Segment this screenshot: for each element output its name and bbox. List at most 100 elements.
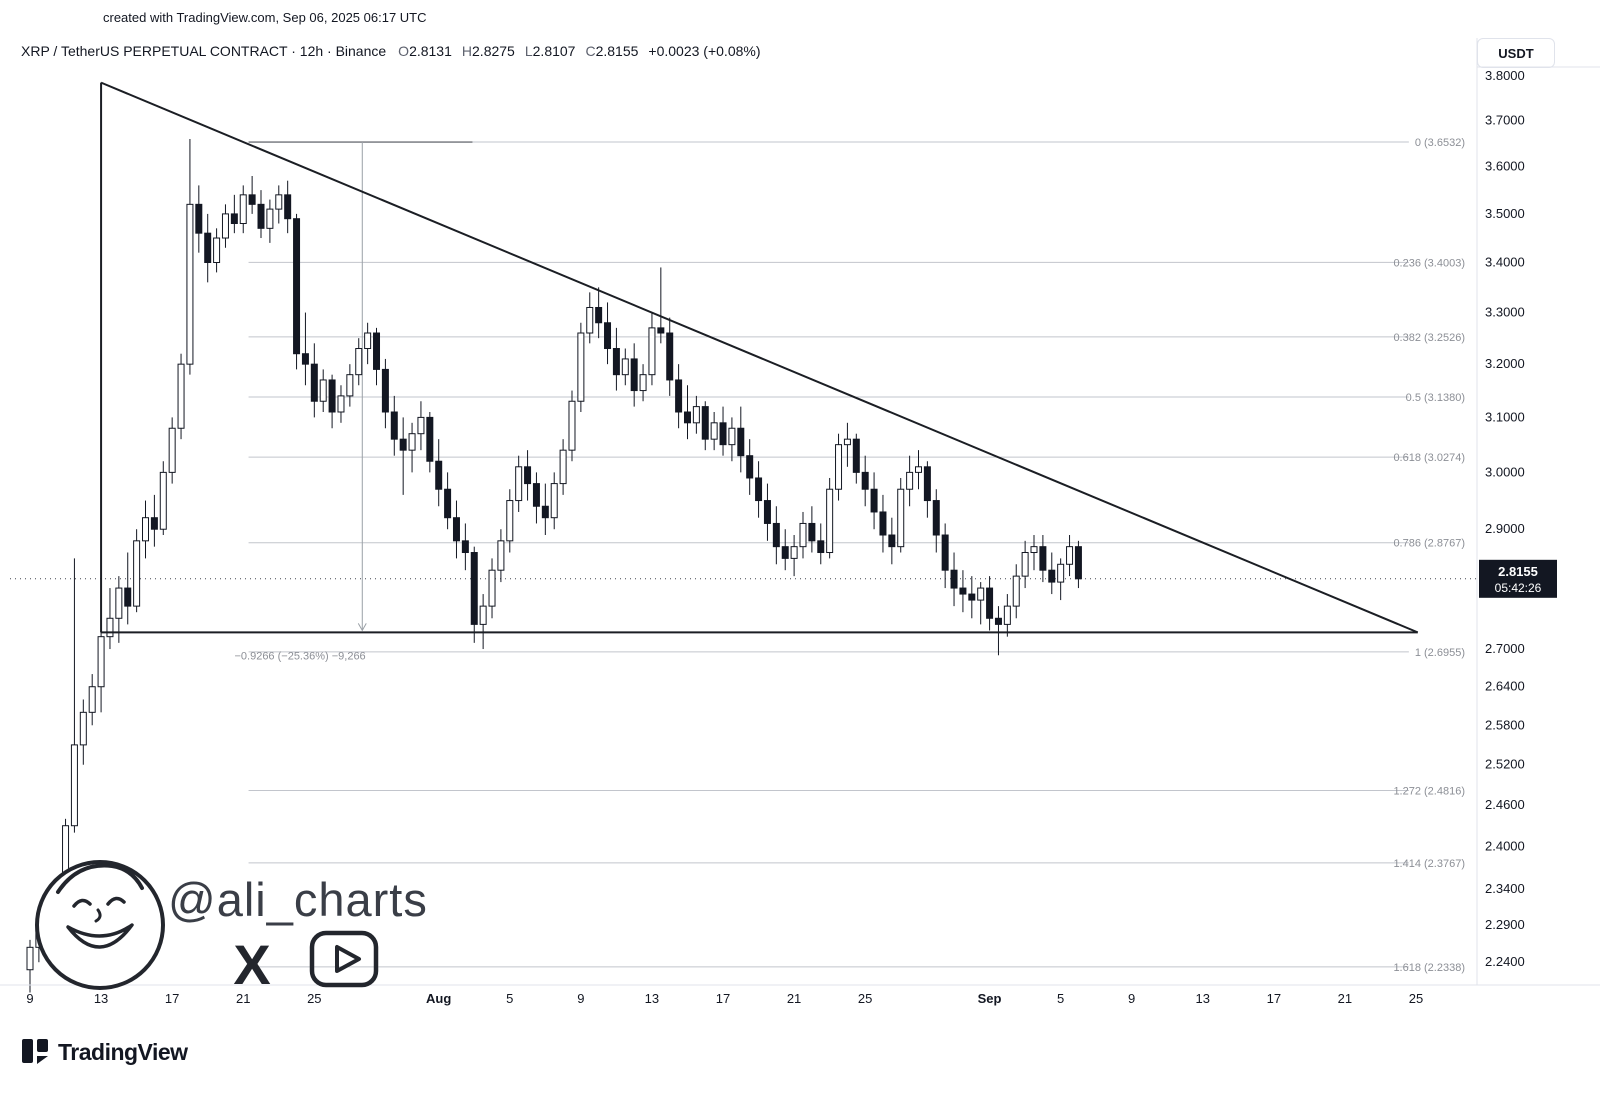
price-axis-label: 3.7000 bbox=[1485, 113, 1525, 128]
candle-body bbox=[79, 711, 87, 746]
candle-body bbox=[621, 358, 629, 376]
open-value: 2.8131 bbox=[409, 43, 452, 59]
time-axis-label: 9 bbox=[1128, 991, 1135, 1006]
price-axis-label: 2.4000 bbox=[1485, 839, 1525, 854]
time-axis-label: 9 bbox=[26, 991, 33, 1006]
fib-level-label: 1.414 (2.3767) bbox=[1393, 858, 1465, 870]
time-axis-label: 17 bbox=[716, 991, 730, 1006]
candle-body bbox=[1030, 546, 1038, 554]
candle-body bbox=[897, 488, 905, 548]
time-axis-label: 25 bbox=[1409, 991, 1423, 1006]
candle-body bbox=[524, 466, 532, 485]
fib-level-label: 0.236 (3.4003) bbox=[1393, 257, 1465, 269]
ohlc-close: C2.8155 bbox=[585, 43, 638, 59]
price-axis-label: 3.1000 bbox=[1485, 409, 1525, 424]
symbol-title[interactable]: XRP / TetherUS PERPETUAL CONTRACT · 12h … bbox=[21, 43, 387, 59]
candle-body bbox=[879, 511, 887, 536]
candle-body bbox=[248, 194, 256, 205]
candle-body bbox=[1057, 563, 1065, 583]
candle-body bbox=[701, 406, 709, 440]
fib-level-label: 0 (3.6532) bbox=[1415, 137, 1465, 149]
low-label: L bbox=[524, 43, 533, 59]
fib-level-label: 1.618 (2.2338) bbox=[1393, 962, 1465, 974]
candle-body bbox=[115, 587, 123, 619]
time-axis-label: 21 bbox=[1338, 991, 1352, 1006]
candle-body bbox=[826, 488, 834, 554]
candle-body bbox=[426, 416, 434, 462]
price-axis-label: 3.8000 bbox=[1485, 68, 1525, 83]
candle-body bbox=[133, 540, 141, 607]
candle-body bbox=[319, 379, 327, 402]
candle-body bbox=[355, 348, 363, 376]
price-change: +0.0023 (+0.08%) bbox=[648, 43, 761, 59]
price-axis-label: 2.2900 bbox=[1485, 917, 1525, 932]
watermark-handle: @ali_charts bbox=[168, 873, 428, 926]
avatar bbox=[35, 860, 165, 990]
candle-body bbox=[506, 500, 514, 542]
candle-body bbox=[559, 449, 567, 485]
candle-body bbox=[275, 194, 283, 210]
currency-toggle-button[interactable]: USDT bbox=[1477, 38, 1555, 68]
time-axis-label: Aug bbox=[426, 991, 451, 1006]
price-axis-label: 2.2400 bbox=[1485, 954, 1525, 969]
candle-body bbox=[941, 534, 949, 571]
candle-body bbox=[755, 477, 763, 502]
candle-body bbox=[408, 433, 416, 451]
high-label: H bbox=[461, 43, 473, 59]
candle-body bbox=[577, 332, 585, 402]
candle-body bbox=[230, 213, 238, 225]
price-axis-label: 3.2000 bbox=[1485, 356, 1525, 371]
candle-body bbox=[257, 203, 265, 229]
candle-body bbox=[284, 194, 292, 220]
tradingview-logo[interactable]: TradingView bbox=[22, 1039, 189, 1065]
candle-body bbox=[541, 505, 549, 519]
candle-body bbox=[852, 438, 860, 473]
candle-body bbox=[497, 540, 505, 571]
fib-level-label: 0.786 (2.8767) bbox=[1393, 538, 1465, 550]
candle-body bbox=[675, 379, 683, 413]
candle-body bbox=[337, 395, 345, 413]
candle-body bbox=[648, 327, 656, 376]
fib-retracement: 0 (3.6532) 0.236 (3.4003) 0.382 (3.2526) 0.… bbox=[234, 137, 1465, 974]
symbol-info-row: XRP / TetherUS PERPETUAL CONTRACT · 12h … bbox=[21, 43, 761, 59]
close-value: 2.8155 bbox=[595, 43, 639, 59]
ohlc-high: H2.8275 bbox=[462, 43, 515, 59]
price-axis-label: 2.9000 bbox=[1485, 521, 1525, 536]
candle-body bbox=[310, 363, 318, 402]
candle-body bbox=[923, 466, 931, 502]
time-axis-label: Sep bbox=[978, 991, 1002, 1006]
candle-body bbox=[221, 213, 229, 239]
candle-body bbox=[861, 471, 869, 490]
candle-body bbox=[1021, 552, 1029, 577]
time-axis-label: 13 bbox=[94, 991, 108, 1006]
candle-body bbox=[239, 194, 247, 225]
candle-body bbox=[683, 411, 691, 424]
candle-body bbox=[293, 218, 301, 355]
price-axis-label: 2.5200 bbox=[1485, 757, 1525, 772]
price-axis-label: 3.0000 bbox=[1485, 464, 1525, 479]
candle-body bbox=[124, 587, 132, 607]
candle-body bbox=[364, 332, 372, 350]
time-axis-label: 25 bbox=[858, 991, 872, 1006]
candle-body bbox=[604, 322, 612, 350]
time-axis-label: 13 bbox=[1196, 991, 1210, 1006]
youtube-logo-icon bbox=[309, 930, 379, 988]
candle-body bbox=[710, 422, 718, 440]
created-with-note: created with TradingView.com, Sep 06, 20… bbox=[103, 10, 427, 25]
candle-body bbox=[808, 522, 816, 542]
price-axis-label: 3.4000 bbox=[1485, 255, 1525, 270]
candle-body bbox=[1012, 575, 1020, 607]
candle-body bbox=[417, 416, 425, 435]
price-axis-label: 2.3400 bbox=[1485, 881, 1525, 896]
candle-body bbox=[692, 406, 700, 424]
candle-body bbox=[763, 500, 771, 524]
tradingview-logo-text: TradingView bbox=[58, 1039, 188, 1065]
candle-body bbox=[159, 471, 167, 530]
tradingview-logo-icon bbox=[22, 1039, 48, 1064]
price-axis-label: 2.7000 bbox=[1485, 641, 1525, 656]
candle-body bbox=[106, 617, 114, 638]
candle-body bbox=[435, 460, 443, 490]
candle-body bbox=[870, 488, 878, 513]
